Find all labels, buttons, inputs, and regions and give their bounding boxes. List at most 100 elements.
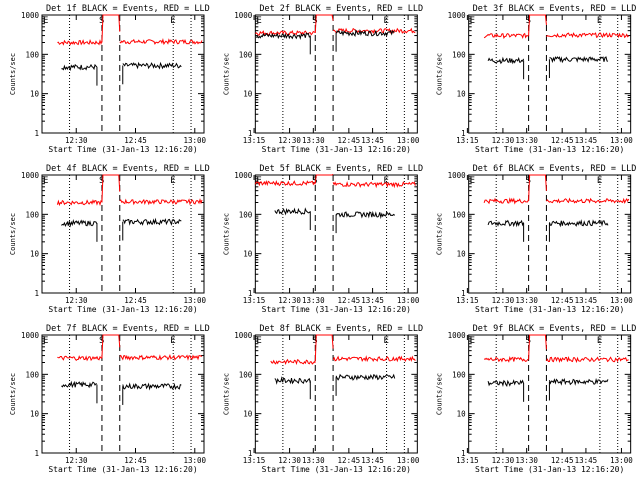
detector-plot-2: Det 2f BLACK = Events, RED = LLD 1 10 100 10…	[222, 4, 597, 154]
x-tick-label: 13:30	[302, 136, 325, 145]
marker-label-start: E	[470, 336, 475, 346]
detector-plot-9: Det 9f BLACK = Events, RED = LLD 1 10 100 10…	[436, 324, 637, 474]
marker-label-end: E	[597, 336, 602, 346]
x-tick-label: 12:30	[278, 296, 301, 305]
y-tick-label: 100	[239, 370, 253, 379]
x-tick-label: 12:45	[124, 136, 147, 145]
x-tick-label: 12:45	[338, 136, 361, 145]
marker-label-start: E	[470, 176, 475, 186]
x-axis-label: Start Time (31-Jan-13 12:16:20)	[48, 465, 197, 474]
x-tick-label: 12:45	[124, 296, 147, 305]
y-axis-label: Counts/sec	[9, 373, 17, 415]
y-tick-label: 1000	[448, 331, 467, 340]
x-tick-label: 13:45	[361, 136, 384, 145]
x-axis-label: Start Time (31-Jan-13 12:16:20)	[262, 465, 411, 474]
lld-series-peak	[314, 173, 334, 184]
plot-title: Det 2f BLACK = Events, RED = LLD	[259, 4, 423, 14]
plot-title: Det 1f BLACK = Events, RED = LLD	[46, 4, 210, 14]
y-tick-label: 10	[30, 250, 40, 259]
x-tick-label: 13:00	[183, 296, 206, 305]
x-tick-label: 12:45	[551, 296, 574, 305]
plot-title: Det 5f BLACK = Events, RED = LLD	[259, 164, 423, 174]
y-axis-label: Counts/sec	[222, 53, 230, 95]
x-tick-label: 12:30	[65, 136, 88, 145]
x-tick-label: 13:00	[610, 296, 633, 305]
x-tick-label: 13:00	[397, 296, 420, 305]
y-tick-label: 100	[239, 210, 253, 219]
x-tick-label: 12:30	[492, 296, 515, 305]
x-axis-label: Start Time (31-Jan-13 12:16:20)	[48, 305, 197, 314]
plot-frame	[254, 14, 418, 134]
y-tick-label: 1000	[21, 331, 40, 340]
y-tick-label: 100	[25, 210, 39, 219]
events-series-before	[487, 219, 525, 228]
y-tick-label: 1	[461, 129, 466, 138]
y-tick-label: 10	[30, 90, 40, 99]
x-tick-label: 12:45	[338, 296, 361, 305]
y-tick-label: 1	[248, 289, 253, 298]
events-series-before	[61, 380, 97, 389]
lld-series-after	[545, 355, 629, 364]
marker-label-sun: S	[312, 16, 317, 26]
lld-series-peak	[528, 174, 547, 201]
x-tick-label: 12:30	[278, 456, 301, 465]
y-tick-label: 1000	[448, 11, 467, 20]
marker-label-sun: S	[526, 176, 531, 186]
lld-series-peak	[101, 14, 121, 43]
y-axis-label: Counts/sec	[436, 373, 444, 415]
marker-label-start: E	[256, 16, 261, 26]
detector-plot-3: Det 3f BLACK = Events, RED = LLD 1 10 100 10…	[436, 4, 637, 154]
events-series-after	[335, 210, 396, 220]
detector-plot-1: Det 1f BLACK = Events, RED = LLD 1 10 100 10…	[9, 4, 384, 154]
plot-title: Det 9f BLACK = Events, RED = LLD	[473, 324, 637, 334]
lld-series-peak	[528, 14, 547, 36]
x-tick-label: 12:30	[492, 136, 515, 145]
detector-plot-6: Det 6f BLACK = Events, RED = LLD 1 10 100 10…	[436, 164, 637, 314]
x-tick-label: 12:30	[492, 456, 515, 465]
x-tick-label: 13:30	[302, 296, 325, 305]
marker-label-start: E	[43, 176, 48, 186]
lld-series-before	[483, 355, 529, 363]
x-tick-label: 12:45	[338, 456, 361, 465]
y-tick-label: 10	[243, 250, 253, 259]
y-tick-label: 10	[243, 410, 253, 419]
lld-series-before	[483, 197, 530, 205]
events-series-before	[487, 56, 525, 65]
events-series-after	[335, 28, 395, 37]
plot-frame	[468, 14, 632, 134]
detector-plot-7: Det 7f BLACK = Events, RED = LLD 1 10 100 10…	[9, 324, 384, 474]
events-series-after	[122, 61, 182, 70]
x-tick-label: 13:15	[456, 456, 479, 465]
events-series-before	[487, 379, 525, 388]
marker-label-start: E	[43, 16, 48, 26]
y-axis-label: Counts/sec	[222, 373, 230, 415]
x-tick-label: 13:30	[515, 456, 538, 465]
x-tick-label: 13:00	[183, 136, 206, 145]
plot-frame	[254, 174, 418, 294]
lld-series-after	[332, 27, 416, 35]
x-tick-label: 13:15	[456, 136, 479, 145]
x-axis-label: Start Time (31-Jan-13 12:16:20)	[262, 305, 411, 314]
x-tick-label: 12:45	[551, 456, 574, 465]
marker-label-end: E	[170, 336, 175, 346]
events-series-before	[274, 376, 311, 385]
lld-series-before	[270, 358, 316, 366]
y-tick-label: 100	[452, 210, 466, 219]
y-tick-label: 100	[25, 370, 39, 379]
lld-series-after	[332, 181, 416, 189]
lld-series-before	[57, 355, 103, 362]
lld-series-before	[254, 179, 316, 187]
x-tick-label: 13:00	[183, 456, 206, 465]
marker-label-start: E	[256, 336, 261, 346]
y-tick-label: 1000	[234, 171, 253, 180]
lld-series-before	[57, 39, 103, 46]
y-tick-label: 10	[243, 90, 253, 99]
plot-frame	[41, 334, 205, 454]
events-series-before	[255, 32, 311, 40]
lld-series-before	[56, 199, 103, 207]
lld-series-peak	[314, 334, 334, 362]
marker-label-sun: S	[99, 336, 104, 346]
plot-frame	[468, 174, 632, 294]
lld-series-peak	[314, 14, 334, 33]
y-tick-label: 1	[461, 289, 466, 298]
